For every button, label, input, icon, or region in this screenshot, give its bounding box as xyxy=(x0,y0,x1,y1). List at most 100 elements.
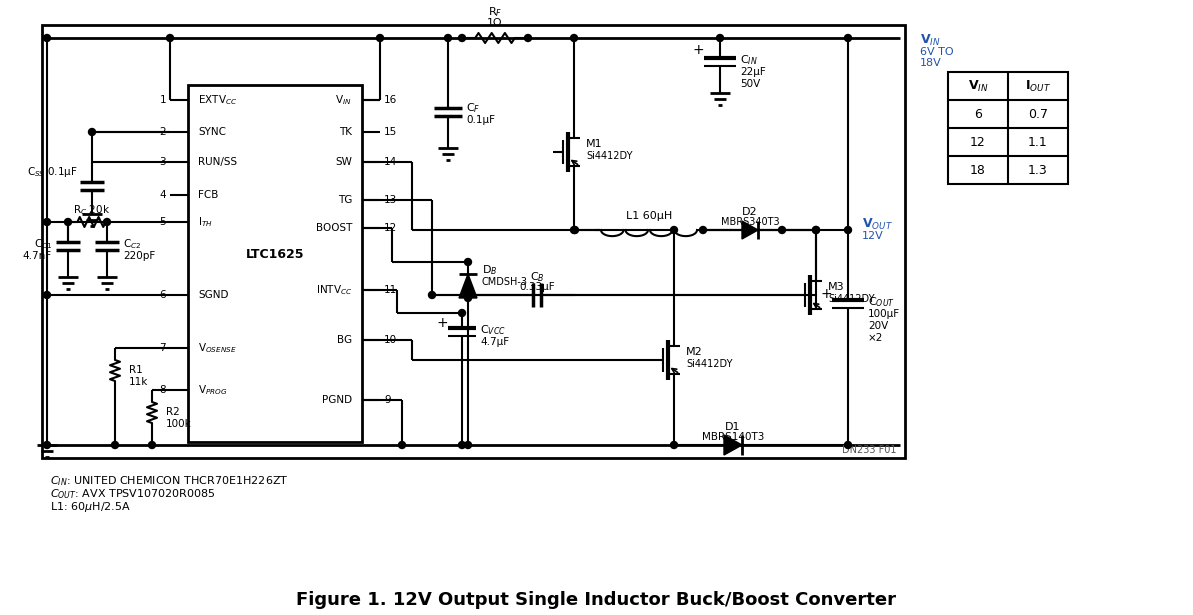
Text: 10: 10 xyxy=(384,335,397,345)
Text: R$_C$ 20k: R$_C$ 20k xyxy=(73,203,110,217)
Text: 4.7nF: 4.7nF xyxy=(23,251,52,261)
Text: TK: TK xyxy=(339,127,352,137)
Text: M1: M1 xyxy=(586,139,602,149)
Circle shape xyxy=(104,218,111,226)
Circle shape xyxy=(445,34,451,41)
Circle shape xyxy=(845,442,852,448)
Circle shape xyxy=(812,226,820,234)
Text: 6: 6 xyxy=(160,290,166,300)
Text: FCB: FCB xyxy=(198,190,218,200)
Circle shape xyxy=(570,226,577,234)
Text: M2: M2 xyxy=(686,347,703,357)
Circle shape xyxy=(458,442,465,448)
Text: SGND: SGND xyxy=(198,290,229,300)
Text: R$_F$: R$_F$ xyxy=(488,5,502,19)
Text: 6V TO: 6V TO xyxy=(920,47,953,57)
Text: 16: 16 xyxy=(384,95,397,105)
Text: L1 60μH: L1 60μH xyxy=(626,211,672,221)
Polygon shape xyxy=(459,274,477,298)
Text: 18: 18 xyxy=(970,164,985,177)
Circle shape xyxy=(148,442,155,448)
Text: 1Ω: 1Ω xyxy=(487,18,502,28)
Circle shape xyxy=(717,34,723,41)
Text: V$_{PROG}$: V$_{PROG}$ xyxy=(198,383,228,397)
Circle shape xyxy=(377,34,383,41)
Text: SW: SW xyxy=(335,157,352,167)
Text: 9: 9 xyxy=(384,395,390,405)
Circle shape xyxy=(43,292,50,298)
Text: Si4412DY: Si4412DY xyxy=(828,294,874,304)
Circle shape xyxy=(64,218,72,226)
Text: RUN/SS: RUN/SS xyxy=(198,157,237,167)
Text: Si4412DY: Si4412DY xyxy=(586,151,632,161)
Text: C$_B$: C$_B$ xyxy=(530,270,544,284)
Circle shape xyxy=(428,292,435,298)
Circle shape xyxy=(525,34,532,41)
Text: D1: D1 xyxy=(725,422,741,432)
Text: L1: 60$\mu$H/2.5A: L1: 60$\mu$H/2.5A xyxy=(50,500,131,514)
Text: ×2: ×2 xyxy=(869,333,883,343)
Text: C$_{VCC}$: C$_{VCC}$ xyxy=(480,323,506,337)
Text: V$_{OSENSE}$: V$_{OSENSE}$ xyxy=(198,341,236,355)
Text: 220pF: 220pF xyxy=(123,251,155,261)
Bar xyxy=(42,25,905,458)
Circle shape xyxy=(88,129,95,135)
Text: PGND: PGND xyxy=(322,395,352,405)
Text: 0.7: 0.7 xyxy=(1028,108,1047,121)
Text: D$_B$: D$_B$ xyxy=(482,263,497,277)
Text: 4: 4 xyxy=(160,190,166,200)
Text: V$_{OUT}$: V$_{OUT}$ xyxy=(863,216,894,232)
Circle shape xyxy=(845,34,852,41)
Text: D2: D2 xyxy=(742,207,758,217)
Text: 12V: 12V xyxy=(863,231,884,241)
Text: 13: 13 xyxy=(384,195,397,205)
Text: TG: TG xyxy=(338,195,352,205)
Text: V$_{IN}$: V$_{IN}$ xyxy=(968,79,988,93)
Text: BG: BG xyxy=(336,335,352,345)
Text: R2: R2 xyxy=(166,407,180,417)
Text: 100k: 100k xyxy=(166,419,192,429)
Circle shape xyxy=(43,218,50,226)
Circle shape xyxy=(670,226,678,234)
Text: 0.1μF: 0.1μF xyxy=(466,115,495,125)
Text: C$_{C2}$: C$_{C2}$ xyxy=(123,237,141,251)
Text: 7: 7 xyxy=(160,343,166,353)
Text: M3: M3 xyxy=(828,282,845,292)
Circle shape xyxy=(699,226,706,234)
Text: 15: 15 xyxy=(384,127,397,137)
Text: C$_F$: C$_F$ xyxy=(466,101,481,115)
Circle shape xyxy=(571,226,579,234)
Text: Si4412DY: Si4412DY xyxy=(686,359,733,369)
Text: I$_{TH}$: I$_{TH}$ xyxy=(198,215,212,229)
Text: +: + xyxy=(692,43,704,57)
Text: 11k: 11k xyxy=(129,377,148,387)
Text: I$_{OUT}$: I$_{OUT}$ xyxy=(1025,79,1051,93)
Text: 2: 2 xyxy=(160,127,166,137)
Circle shape xyxy=(464,295,471,301)
Text: 1.1: 1.1 xyxy=(1028,135,1047,148)
Text: C$_{OUT}$: C$_{OUT}$ xyxy=(869,295,895,309)
Circle shape xyxy=(111,442,118,448)
Text: 4.7μF: 4.7μF xyxy=(480,337,509,347)
Text: +: + xyxy=(821,287,832,301)
Circle shape xyxy=(398,442,406,448)
Text: 20V: 20V xyxy=(869,321,889,331)
Text: 100μF: 100μF xyxy=(869,309,901,319)
Text: C$_{SS}$ 0.1μF: C$_{SS}$ 0.1μF xyxy=(27,165,78,179)
Text: 1: 1 xyxy=(160,95,166,105)
Text: Figure 1. 12V Output Single Inductor Buck/Boost Converter: Figure 1. 12V Output Single Inductor Buc… xyxy=(296,591,896,609)
Text: 12: 12 xyxy=(384,223,397,233)
Circle shape xyxy=(570,34,577,41)
Text: 1.3: 1.3 xyxy=(1028,164,1047,177)
Text: $C_{IN}$: UNITED CHEMICON THCR70E1H226ZT: $C_{IN}$: UNITED CHEMICON THCR70E1H226ZT xyxy=(50,474,289,488)
Text: 8: 8 xyxy=(160,385,166,395)
Text: 14: 14 xyxy=(384,157,397,167)
Text: 6: 6 xyxy=(973,108,982,121)
Circle shape xyxy=(812,226,820,234)
Text: 18V: 18V xyxy=(920,58,941,68)
Circle shape xyxy=(43,34,50,41)
Text: C$_{IN}$: C$_{IN}$ xyxy=(740,53,758,67)
Text: LTC1625: LTC1625 xyxy=(246,248,304,261)
Text: DN233 F01: DN233 F01 xyxy=(842,445,897,455)
Polygon shape xyxy=(724,435,742,455)
